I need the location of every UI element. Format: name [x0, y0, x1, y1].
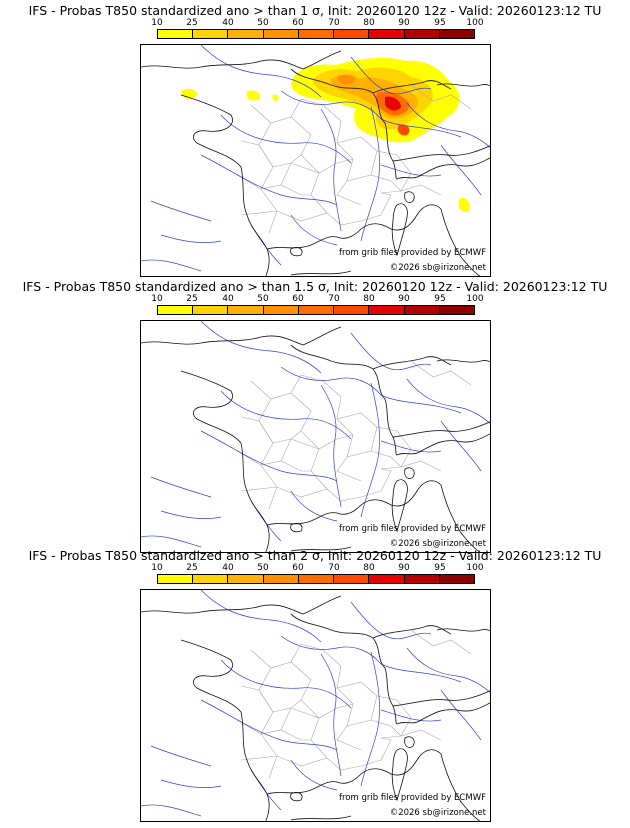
colorbar	[157, 574, 475, 584]
colorbar-tick: 80	[363, 18, 375, 28]
colorbar-swatch	[298, 30, 335, 38]
colorbar-tick: 60	[292, 563, 304, 573]
colorbar-swatch	[369, 30, 405, 38]
map-area: from grib files provided by ECMWF ©2026 …	[140, 589, 491, 822]
colorbar-tick: 50	[257, 294, 269, 304]
map-svg	[141, 45, 490, 276]
colorbar-swatch	[263, 306, 299, 314]
colorbar-tick: 40	[222, 18, 234, 28]
colorbar-tick: 70	[328, 18, 340, 28]
colorbar	[157, 29, 475, 39]
colorbar-swatch	[158, 30, 194, 38]
admin-boundaries	[236, 629, 472, 779]
probability-shading	[181, 58, 470, 213]
admin-boundaries	[236, 84, 472, 234]
colorbar-swatch	[263, 575, 299, 583]
panel-title: IFS - Probas T850 standardized ano > tha…	[22, 279, 608, 294]
credit-text: from grib files provided by ECMWF	[339, 793, 486, 803]
colorbar-tick: 90	[398, 18, 410, 28]
colorbar-swatch	[193, 306, 229, 314]
colorbar-tick: 25	[186, 294, 198, 304]
coastlines	[141, 50, 490, 276]
colorbar-tick: 25	[186, 18, 198, 28]
coastlines	[141, 595, 490, 821]
colorbar-swatch	[263, 30, 299, 38]
colorbar-swatch	[404, 575, 440, 583]
colorbar	[157, 305, 475, 315]
colorbar-swatch	[404, 30, 440, 38]
colorbar-tick: 90	[398, 294, 410, 304]
credit-text: from grib files provided by ECMWF	[339, 248, 486, 258]
panel-title: IFS - Probas T850 standardized ano > tha…	[28, 3, 602, 18]
colorbar-swatch	[228, 30, 264, 38]
map-area: from grib files provided by ECMWF ©2026 …	[140, 320, 491, 553]
map-area: from grib files provided by ECMWF ©2026 …	[140, 44, 491, 277]
colorbar-tick: 60	[292, 18, 304, 28]
map-svg	[141, 590, 490, 821]
colorbar-tick: 70	[328, 563, 340, 573]
map-panel-1-5sigma: IFS - Probas T850 standardized ano > tha…	[0, 276, 630, 553]
colorbar-swatch	[298, 575, 335, 583]
country-borders	[290, 613, 490, 725]
colorbar-swatch	[334, 306, 370, 314]
copyright-text: ©2026 sb@irizone.net	[389, 263, 486, 273]
colorbar-tick: 25	[186, 563, 198, 573]
colorbar-swatch	[298, 306, 335, 314]
colorbar-tick: 10	[151, 563, 163, 573]
colorbar-tick: 95	[434, 563, 446, 573]
colorbar-swatch	[334, 575, 370, 583]
colorbar-tick: 50	[257, 563, 269, 573]
colorbar-tick: 80	[363, 294, 375, 304]
colorbar-swatch	[334, 30, 370, 38]
colorbar-swatch	[158, 306, 194, 314]
coastlines	[141, 326, 490, 552]
colorbar-tick: 10	[151, 18, 163, 28]
map-panel-1sigma: IFS - Probas T850 standardized ano > tha…	[0, 0, 630, 277]
colorbar-tick: 80	[363, 563, 375, 573]
colorbar-swatch	[439, 306, 474, 314]
colorbar-swatch	[439, 30, 474, 38]
colorbar-tick: 40	[222, 563, 234, 573]
colorbar-swatch	[228, 575, 264, 583]
rivers	[141, 321, 490, 548]
credit-text: from grib files provided by ECMWF	[339, 524, 486, 534]
colorbar-tick: 95	[434, 18, 446, 28]
map-svg	[141, 321, 490, 552]
colorbar-swatch	[228, 306, 264, 314]
colorbar-tick: 10	[151, 294, 163, 304]
colorbar-tick-labels: 10 25 40 50 60 70 80 90 95 100	[140, 563, 490, 574]
colorbar-swatch	[369, 575, 405, 583]
admin-boundaries	[236, 360, 472, 510]
colorbar-swatch	[158, 575, 194, 583]
colorbar-tick: 100	[466, 563, 484, 573]
copyright-text: ©2026 sb@irizone.net	[389, 539, 486, 549]
colorbar-tick: 40	[222, 294, 234, 304]
colorbar-swatch	[369, 306, 405, 314]
colorbar-swatch	[193, 30, 229, 38]
colorbar-tick: 100	[466, 18, 484, 28]
panel-title: IFS - Probas T850 standardized ano > tha…	[28, 548, 602, 563]
colorbar-swatch	[193, 575, 229, 583]
map-panel-2sigma: IFS - Probas T850 standardized ano > tha…	[0, 545, 630, 822]
colorbar-swatch	[439, 575, 474, 583]
colorbar-tick: 95	[434, 294, 446, 304]
colorbar-tick: 70	[328, 294, 340, 304]
copyright-text: ©2026 sb@irizone.net	[389, 808, 486, 818]
colorbar-tick: 90	[398, 563, 410, 573]
rivers	[141, 590, 490, 817]
colorbar-tick-labels: 10 25 40 50 60 70 80 90 95 100	[140, 18, 490, 29]
country-borders	[290, 68, 490, 180]
country-borders	[290, 344, 490, 456]
colorbar-tick: 100	[466, 294, 484, 304]
colorbar-tick: 50	[257, 18, 269, 28]
colorbar-tick: 60	[292, 294, 304, 304]
colorbar-tick-labels: 10 25 40 50 60 70 80 90 95 100	[140, 294, 490, 305]
rivers	[141, 45, 490, 272]
colorbar-swatch	[404, 306, 440, 314]
